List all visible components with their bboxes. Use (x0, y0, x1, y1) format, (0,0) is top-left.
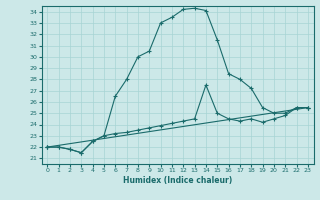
X-axis label: Humidex (Indice chaleur): Humidex (Indice chaleur) (123, 176, 232, 185)
